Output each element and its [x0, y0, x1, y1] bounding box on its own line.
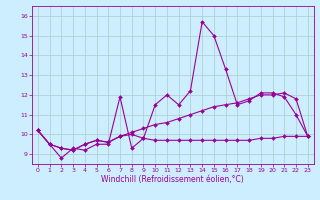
X-axis label: Windchill (Refroidissement éolien,°C): Windchill (Refroidissement éolien,°C)	[101, 175, 244, 184]
